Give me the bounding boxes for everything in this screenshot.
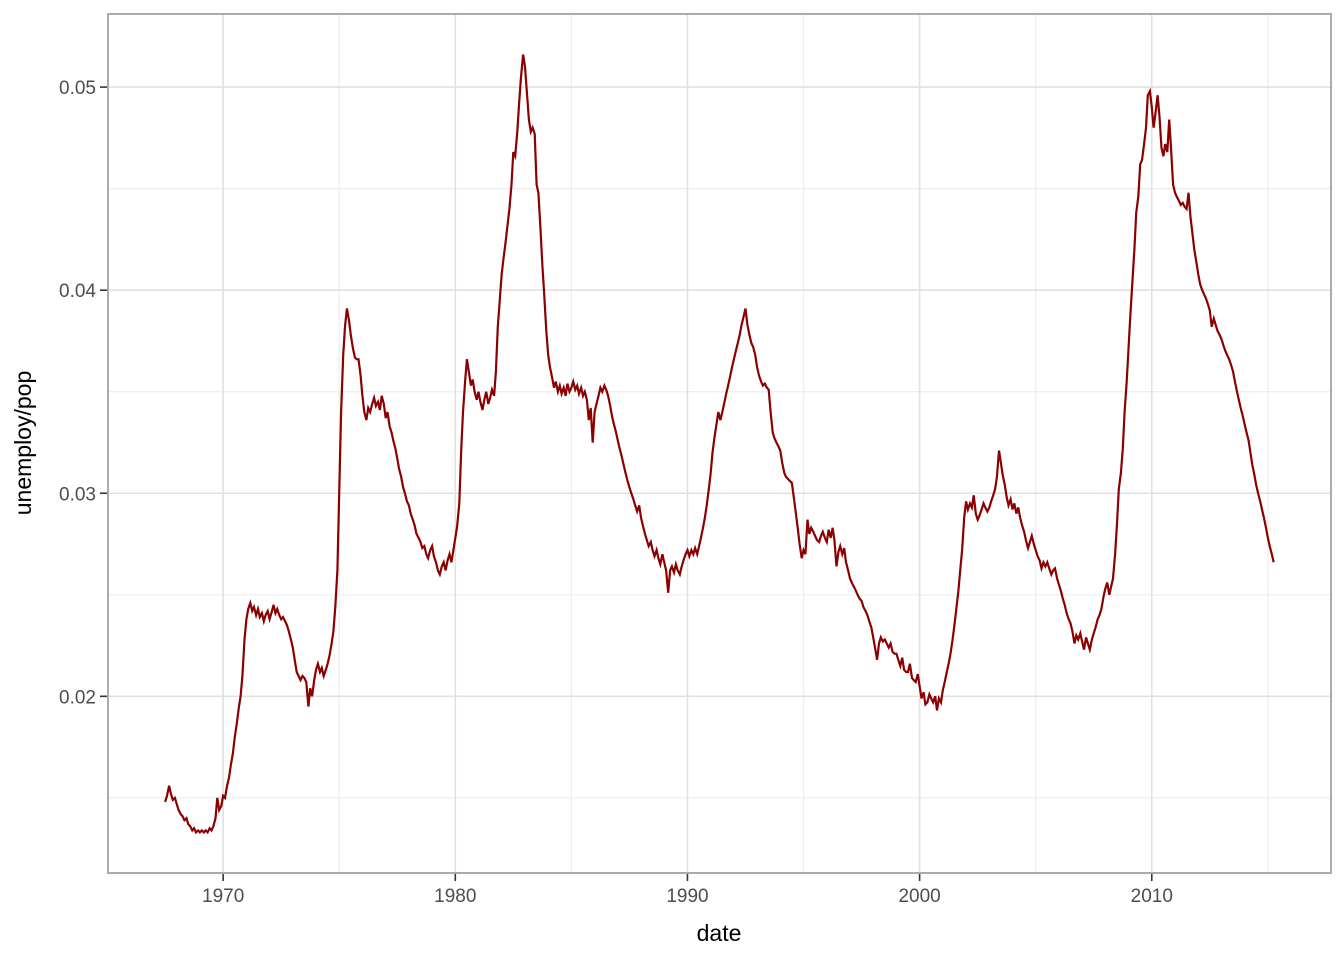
major-gridlines (108, 14, 1331, 873)
panel-border-rect (107, 13, 1332, 874)
x-tick-label: 1980 (434, 886, 476, 907)
y-tick-label: 0.02 (59, 687, 96, 708)
data-series (164, 54, 1275, 835)
y-tick-label: 0.03 (59, 484, 96, 505)
axis-tick-labels: 1970 1980 1990 2000 2010 0.02 0.03 0.04 0.05 (59, 78, 1173, 907)
y-tick-label: 0.04 (59, 281, 96, 302)
x-tick-label: 1970 (202, 886, 244, 907)
x-axis-title: date (697, 920, 742, 946)
panel-border (107, 13, 1332, 874)
x-tick-label: 1990 (666, 886, 708, 907)
x-tick-label: 2000 (898, 886, 940, 907)
unemployment-line (164, 54, 1275, 835)
minor-gridlines (108, 14, 1331, 873)
y-tick-label: 0.05 (59, 78, 96, 99)
x-tick-label: 2010 (1131, 886, 1173, 907)
axis-tick-marks (100, 86, 1153, 881)
y-axis-title: unemploy/pop (10, 371, 36, 516)
